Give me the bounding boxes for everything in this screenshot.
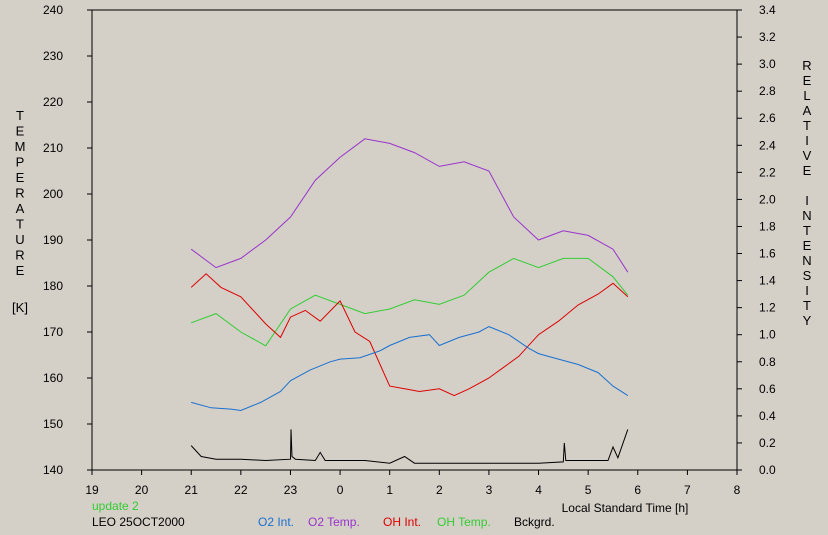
series-layer [190, 138, 629, 464]
left-axis-ticks: 140 150 160 170 180 190 200 210 220 230 240 [43, 3, 92, 477]
right-axis-label-letter: T [803, 118, 811, 133]
left-tick-label: 170 [43, 325, 63, 339]
legend-bckgrd: Bckgrd. [514, 515, 555, 529]
x-tick-label: 20 [135, 483, 149, 497]
right-axis-label-letter: I [805, 193, 809, 208]
left-axis-label-letter: E [16, 170, 25, 185]
right-tick-label: 3.0 [759, 57, 776, 71]
right-axis-label-letter: V [803, 148, 812, 163]
right-tick-label: 2.0 [759, 192, 776, 206]
right-axis-label-letter: N [802, 253, 811, 268]
right-axis-label-letter: S [803, 268, 812, 283]
right-axis-label-letter: L [803, 88, 810, 103]
x-tick-label: 22 [234, 483, 248, 497]
update-label: update 2 [92, 499, 139, 513]
left-tick-label: 200 [43, 187, 63, 201]
x-tick-label: 5 [585, 483, 592, 497]
x-tick-label: 2 [436, 483, 443, 497]
right-tick-label: 1.2 [759, 301, 776, 315]
right-tick-label: 1.0 [759, 328, 776, 342]
left-axis-label-letter: T [16, 217, 24, 232]
x-tick-label: 3 [486, 483, 493, 497]
legend-oh-int: OH Int. [383, 515, 422, 529]
left-tick-label: 220 [43, 95, 63, 109]
right-tick-label: 2.4 [759, 138, 776, 152]
legend-o2-int: O2 Int. [258, 515, 295, 529]
station-date-label: LEO 25OCT2000 [92, 515, 185, 529]
series-line-oh-int [190, 273, 629, 397]
right-tick-label: 1.8 [759, 219, 776, 233]
series-line-bckgrd [190, 429, 629, 464]
series-line-oh-temp [191, 257, 629, 347]
right-axis-label-letter: E [803, 73, 812, 88]
x-axis-ticks: 19 20 21 22 23 0 1 2 3 4 5 6 7 8 [85, 470, 741, 497]
right-axis-label-letter: I [805, 283, 809, 298]
right-tick-label: 1.6 [759, 247, 776, 261]
left-axis-unit: [K] [12, 300, 28, 315]
left-tick-label: 210 [43, 141, 63, 155]
left-tick-label: 150 [43, 417, 63, 431]
right-tick-label: 3.4 [759, 3, 776, 17]
x-tick-label: 6 [634, 483, 641, 497]
right-tick-label: 0.2 [759, 436, 776, 450]
x-tick-label: 0 [337, 483, 344, 497]
right-axis-label-letter: Y [803, 313, 812, 328]
series-line-o2-temp [190, 138, 629, 273]
right-axis-label-letter: I [805, 133, 809, 148]
right-tick-label: 0.8 [759, 355, 776, 369]
left-tick-label: 160 [43, 371, 63, 385]
legend-o2-temp: O2 Temp. [308, 515, 360, 529]
right-tick-label: 2.2 [759, 165, 776, 179]
right-tick-label: 2.8 [759, 84, 776, 98]
left-axis-label-letter: E [16, 263, 25, 278]
left-axis-label-letter: P [16, 155, 25, 170]
x-tick-label: 7 [684, 483, 691, 497]
x-tick-label: 8 [734, 483, 741, 497]
right-tick-label: 0.4 [759, 409, 776, 423]
right-axis-label-letter: N [802, 208, 811, 223]
right-axis-label-letter: T [803, 298, 811, 313]
right-tick-label: 0.0 [759, 463, 776, 477]
left-axis-label-letter: A [16, 201, 25, 216]
right-tick-label: 3.2 [759, 30, 776, 44]
x-tick-label: 19 [85, 483, 99, 497]
x-tick-label: 23 [284, 483, 298, 497]
x-tick-label: 1 [386, 483, 393, 497]
right-axis-label-letter: A [803, 103, 812, 118]
left-axis-label-letter: R [15, 186, 24, 201]
x-axis-label: Local Standard Time [h] [562, 501, 689, 515]
right-tick-label: 1.4 [759, 274, 776, 288]
left-axis-label-letter: T [16, 108, 24, 123]
left-tick-label: 230 [43, 49, 63, 63]
legend-oh-temp: OH Temp. [437, 515, 491, 529]
left-axis-label-letter: R [15, 248, 24, 263]
plot-frame [91, 9, 738, 471]
right-axis-ticks: 0.0 0.2 0.4 0.6 0.8 1.0 1.2 1.4 1.6 1.8 2.0 2.2 2.4 2… [737, 3, 776, 477]
left-axis-label-letter: U [15, 232, 24, 247]
right-tick-label: 0.6 [759, 382, 776, 396]
series-line-o2-int [191, 326, 629, 412]
right-axis-label-letter: E [803, 163, 812, 178]
left-tick-label: 180 [43, 279, 63, 293]
right-tick-label: 2.6 [759, 111, 776, 125]
left-axis-label-letter: E [16, 124, 25, 139]
x-tick-label: 21 [185, 483, 199, 497]
right-axis-label-letter: E [803, 238, 812, 253]
right-axis-label-letter: T [803, 223, 811, 238]
left-tick-label: 190 [43, 233, 63, 247]
left-axis-label-letter: M [15, 139, 26, 154]
left-tick-label: 140 [43, 463, 63, 477]
x-tick-label: 4 [535, 483, 542, 497]
right-axis-label-letter: R [802, 58, 811, 73]
left-tick-label: 240 [43, 3, 63, 17]
